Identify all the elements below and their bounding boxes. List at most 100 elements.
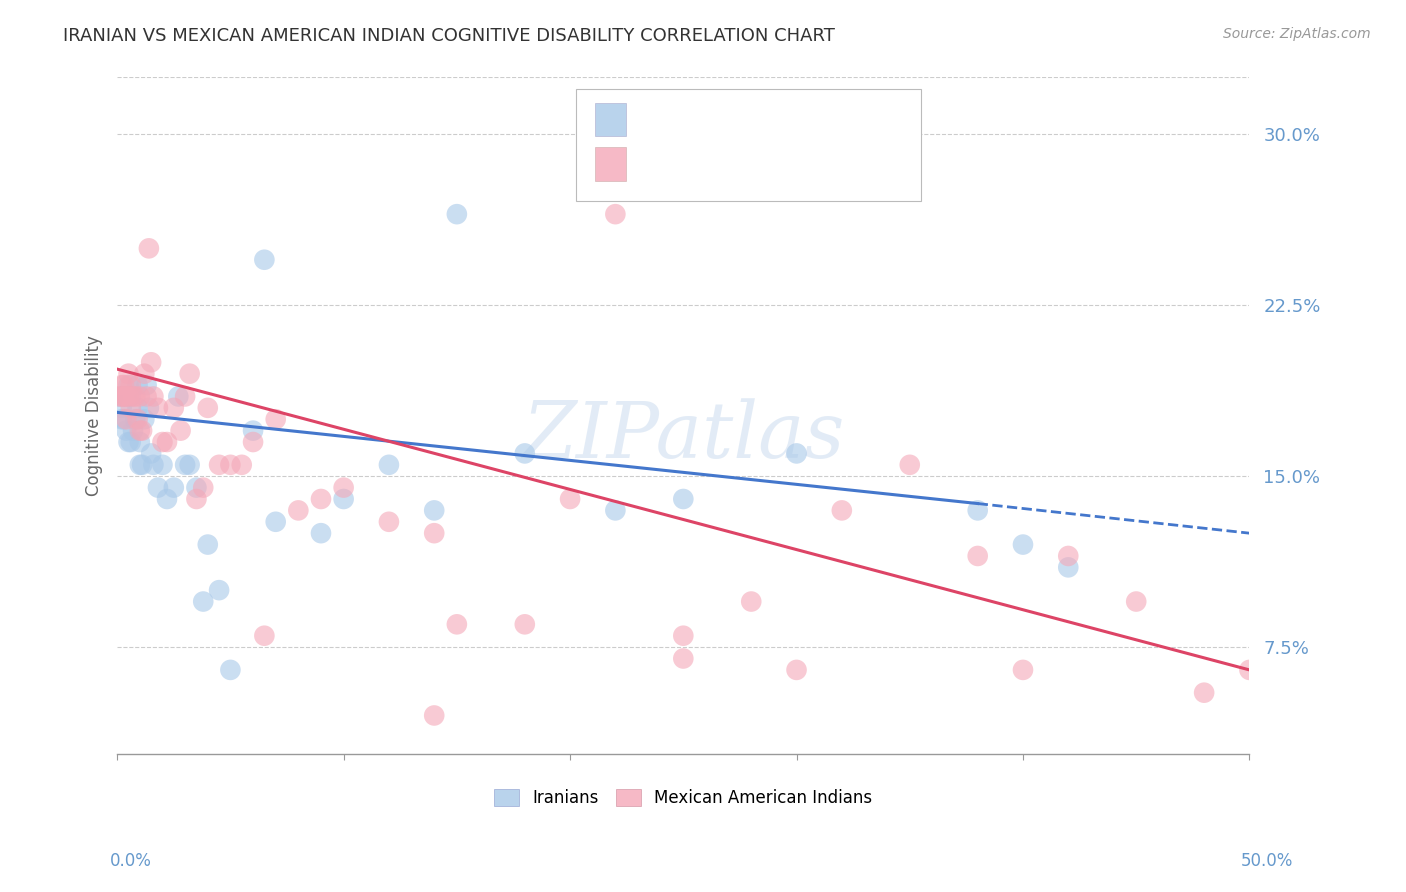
Point [966, 503, 988, 517]
Point [332, 491, 354, 506]
Point [197, 401, 219, 415]
Point [146, 401, 169, 415]
Point [423, 503, 446, 517]
Point [1012, 538, 1035, 552]
Point [605, 503, 627, 517]
Point [128, 435, 150, 450]
Point [108, 389, 131, 403]
Point [672, 651, 695, 665]
Point [423, 708, 446, 723]
Point [163, 401, 186, 415]
Point [1057, 560, 1080, 574]
Point [111, 389, 134, 403]
Point [124, 412, 146, 426]
Point [378, 458, 401, 472]
Point [378, 515, 401, 529]
Point [117, 389, 139, 403]
Point [138, 401, 160, 415]
Point [115, 389, 138, 403]
Point [142, 389, 165, 403]
Point [898, 458, 921, 472]
Point [253, 629, 276, 643]
Point [111, 401, 134, 415]
Point [156, 491, 179, 506]
Point [193, 481, 215, 495]
Point [193, 594, 215, 608]
Point [127, 401, 149, 415]
Y-axis label: Cognitive Disability: Cognitive Disability [86, 335, 103, 496]
Point [423, 526, 446, 541]
Point [124, 389, 146, 403]
Point [1057, 549, 1080, 563]
Text: R =: R = [637, 154, 676, 172]
Point [1012, 663, 1035, 677]
Point [111, 412, 134, 426]
Point [966, 549, 988, 563]
Point [141, 355, 163, 369]
Point [128, 424, 150, 438]
Point [117, 367, 139, 381]
Point [1125, 594, 1147, 608]
Point [152, 458, 174, 472]
Point [174, 458, 197, 472]
Point [135, 378, 157, 392]
Point [167, 389, 190, 403]
Point [152, 435, 174, 450]
Point [120, 389, 142, 403]
Point [253, 252, 276, 267]
Point [309, 491, 332, 506]
Text: 0.0%: 0.0% [110, 852, 152, 870]
Point [135, 389, 157, 403]
Text: R =: R = [637, 110, 676, 128]
Point [141, 446, 163, 460]
Point [219, 663, 242, 677]
Point [264, 412, 287, 426]
Point [138, 241, 160, 255]
Point [242, 435, 264, 450]
Point [605, 207, 627, 221]
Point [174, 389, 197, 403]
Point [287, 503, 309, 517]
Point [112, 389, 135, 403]
Point [163, 481, 186, 495]
Point [786, 446, 808, 460]
Point [131, 424, 153, 438]
Point [134, 367, 156, 381]
Text: -0.169: -0.169 [672, 110, 737, 128]
Text: IRANIAN VS MEXICAN AMERICAN INDIAN COGNITIVE DISABILITY CORRELATION CHART: IRANIAN VS MEXICAN AMERICAN INDIAN COGNI… [63, 27, 835, 45]
Point [117, 435, 139, 450]
Point [208, 458, 231, 472]
Point [740, 594, 762, 608]
Point [197, 538, 219, 552]
Point [1192, 686, 1215, 700]
Point [112, 389, 135, 403]
Point [1239, 663, 1261, 677]
Point [219, 458, 242, 472]
Point [513, 617, 536, 632]
Point [786, 663, 808, 677]
Point [127, 378, 149, 392]
Point [186, 491, 208, 506]
Text: 60: 60 [778, 154, 803, 172]
Point [672, 491, 695, 506]
Point [122, 424, 145, 438]
Point [111, 378, 134, 392]
Point [120, 401, 142, 415]
Point [513, 446, 536, 460]
Point [332, 481, 354, 495]
Point [120, 435, 142, 450]
Text: -0.381: -0.381 [672, 154, 737, 172]
Point [128, 389, 150, 403]
Point [112, 412, 135, 426]
Point [115, 412, 138, 426]
Text: 50: 50 [778, 110, 803, 128]
Point [131, 458, 153, 472]
Point [208, 583, 231, 598]
Point [134, 412, 156, 426]
Legend: Iranians, Mexican American Indians: Iranians, Mexican American Indians [488, 782, 879, 814]
Point [309, 526, 332, 541]
Point [446, 617, 468, 632]
Point [128, 458, 150, 472]
Point [120, 378, 142, 392]
Text: ZIPatlas: ZIPatlas [522, 398, 845, 475]
